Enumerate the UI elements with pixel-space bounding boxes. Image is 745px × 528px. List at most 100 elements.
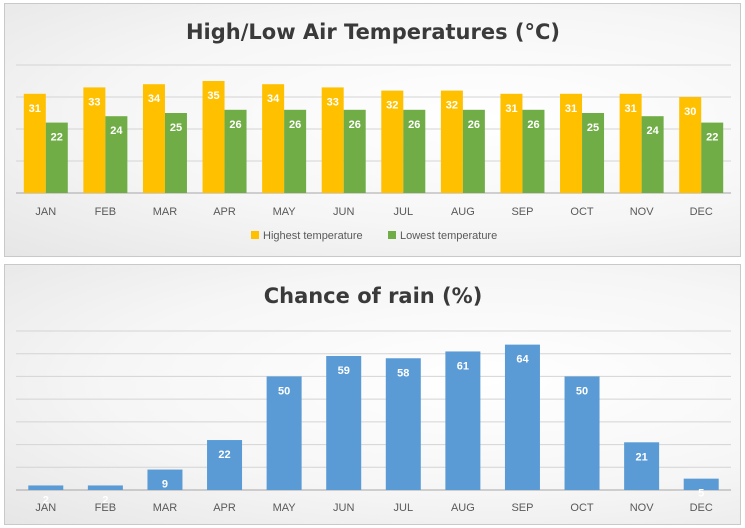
legend-label: Highest temperature xyxy=(263,230,363,242)
legend-swatch xyxy=(388,231,396,239)
data-label: 64 xyxy=(516,354,529,366)
x-tick-label: NOV xyxy=(630,206,655,218)
data-label: 31 xyxy=(625,103,637,115)
data-label: 34 xyxy=(148,93,161,105)
bar-may-rain xyxy=(266,376,302,490)
data-label: 22 xyxy=(706,132,718,144)
data-label: 58 xyxy=(397,367,409,379)
x-tick-label: MAR xyxy=(153,502,178,514)
bar-jun-low xyxy=(343,109,366,193)
data-label: 34 xyxy=(267,93,280,105)
x-tick-label: SEP xyxy=(511,502,533,514)
bar-nov-high xyxy=(619,93,642,193)
data-label: 31 xyxy=(505,103,517,115)
bar-sep-low xyxy=(522,109,545,193)
data-label: 32 xyxy=(446,100,458,112)
bar-aug-high xyxy=(440,90,463,193)
x-tick-label: DEC xyxy=(690,206,713,218)
bar-mar-rain xyxy=(147,469,183,490)
data-label: 26 xyxy=(349,119,361,131)
data-label: 24 xyxy=(647,125,660,137)
bar-jul-low xyxy=(403,109,426,193)
bar-oct-rain xyxy=(564,376,600,490)
bar-oct-high xyxy=(560,93,583,193)
bar-feb-low xyxy=(105,116,128,193)
temperature-chart-panel: High/Low Air Temperatures (°C) 31 33 34 35 3… xyxy=(4,3,741,257)
bar-apr-low xyxy=(224,109,247,193)
data-label: 9 xyxy=(162,479,168,491)
data-label: 21 xyxy=(636,451,648,463)
x-tick-label: APR xyxy=(213,206,236,218)
data-label: 26 xyxy=(408,119,420,131)
bar-dec-high xyxy=(679,97,702,193)
data-label: 50 xyxy=(576,385,588,397)
x-tick-label: JUL xyxy=(394,206,414,218)
bar-sep-high xyxy=(500,93,523,193)
data-label: 61 xyxy=(457,360,469,372)
data-label: 2 xyxy=(102,494,108,506)
bar-nov-low xyxy=(641,116,664,193)
bar-jun-high xyxy=(321,87,344,193)
x-tick-label: AUG xyxy=(451,206,475,218)
x-tick-label: JUN xyxy=(333,206,354,218)
bar-dec-low xyxy=(701,122,724,193)
data-label: 24 xyxy=(110,125,123,137)
bar-jun-rain xyxy=(326,355,362,490)
chart-title: Chance of rain (%) xyxy=(264,284,483,308)
legend-label: Lowest temperature xyxy=(400,230,497,242)
x-tick-label: JAN xyxy=(35,206,56,218)
x-tick-label: MAY xyxy=(273,206,297,218)
data-label: 31 xyxy=(29,103,41,115)
bar-dec-rain xyxy=(683,478,719,490)
x-tick-label: AUG xyxy=(451,502,475,514)
bar-oct-low xyxy=(582,113,605,193)
bar-jan-high xyxy=(23,93,46,193)
bar-jan-low xyxy=(45,122,68,193)
data-label: 33 xyxy=(88,96,100,108)
x-tick-label: FEB xyxy=(95,502,116,514)
data-label: 5 xyxy=(698,488,704,500)
x-tick-label: NOV xyxy=(630,502,655,514)
data-label: 22 xyxy=(218,449,230,461)
x-tick-label: MAR xyxy=(153,206,178,218)
data-label: 26 xyxy=(468,119,480,131)
x-tick-label: JUN xyxy=(333,502,354,514)
chart-title: High/Low Air Temperatures (°C) xyxy=(186,20,560,44)
x-tick-label: DEC xyxy=(690,502,713,514)
bar-apr-rain xyxy=(207,440,243,490)
bar-jul-high xyxy=(381,90,404,193)
x-tick-label: SEP xyxy=(511,206,533,218)
legend-swatch xyxy=(251,231,259,239)
bar-mar-low xyxy=(164,113,187,193)
x-tick-label: OCT xyxy=(570,502,594,514)
data-label: 35 xyxy=(207,90,219,102)
rain-chart-panel: Chance of rain (%) 2 2 9 22 50 59 58 61 64 50 21 5 … xyxy=(4,264,741,525)
data-label: 26 xyxy=(289,119,301,131)
bar-may-low xyxy=(284,109,307,193)
data-label: 26 xyxy=(229,119,241,131)
data-label: 31 xyxy=(565,103,577,115)
x-tick-label: MAY xyxy=(273,502,297,514)
legend: Highest temperature Lowest temperature xyxy=(251,230,497,242)
bar-feb-high xyxy=(83,87,106,193)
data-label: 32 xyxy=(386,100,398,112)
data-label: 50 xyxy=(278,385,290,397)
bar-mar-high xyxy=(142,84,165,193)
bar-nov-rain xyxy=(624,442,660,490)
bar-feb-rain xyxy=(87,485,123,490)
data-label: 25 xyxy=(587,122,599,134)
x-tick-label: APR xyxy=(213,502,236,514)
bar-aug-rain xyxy=(445,351,481,490)
x-tick-label: JUL xyxy=(394,502,414,514)
data-label: 25 xyxy=(170,122,182,134)
bar-aug-low xyxy=(462,109,485,193)
bar-jan-rain xyxy=(28,485,64,490)
temperature-chart: High/Low Air Temperatures (°C) 31 33 34 35 3… xyxy=(16,20,731,242)
data-label: 59 xyxy=(338,365,350,377)
x-tick-label: JAN xyxy=(35,502,56,514)
data-label: 22 xyxy=(51,132,63,144)
bar-jul-rain xyxy=(385,358,421,490)
data-label: 30 xyxy=(684,106,696,118)
bar-sep-rain xyxy=(504,344,540,490)
